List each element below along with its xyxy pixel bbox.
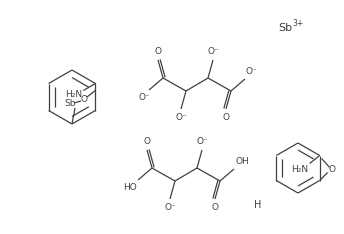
Text: OH: OH [235, 157, 249, 165]
Text: H: H [254, 200, 262, 210]
Text: O: O [212, 202, 218, 212]
Text: O: O [80, 95, 87, 105]
Text: O: O [223, 113, 229, 121]
Text: Sb: Sb [278, 23, 292, 33]
Text: O: O [143, 138, 151, 146]
Text: H₂N: H₂N [291, 165, 308, 174]
Text: O⁻: O⁻ [164, 202, 176, 212]
Text: 3+: 3+ [292, 19, 303, 29]
Text: O⁻: O⁻ [245, 66, 257, 76]
Text: Sb: Sb [64, 99, 76, 109]
Text: O⁻: O⁻ [175, 113, 187, 121]
Text: O⁻: O⁻ [207, 48, 219, 56]
Text: O⁻: O⁻ [138, 94, 150, 102]
Text: H₂N: H₂N [65, 90, 82, 99]
Text: O: O [328, 165, 335, 174]
Text: O⁻: O⁻ [196, 138, 208, 146]
Text: O: O [154, 48, 161, 56]
Text: HO: HO [123, 183, 137, 193]
